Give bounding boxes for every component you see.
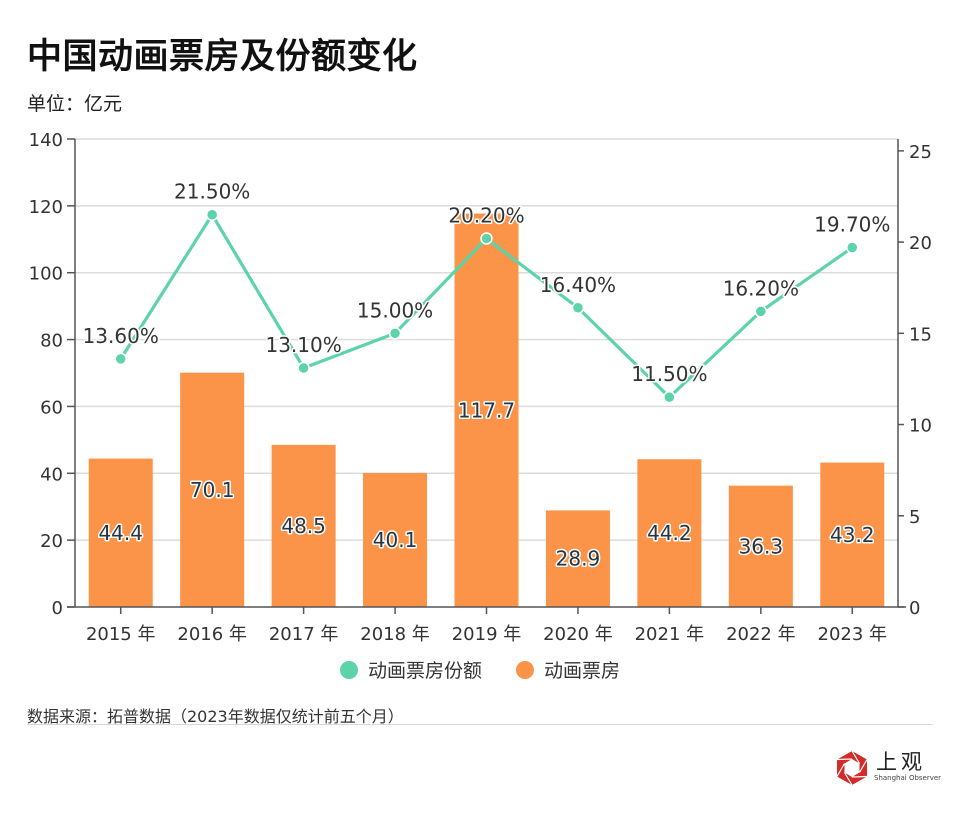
bar-2017 [271,444,336,607]
left-tick-label: 80 [40,331,63,352]
boxoffice-label: 40.1 [373,528,418,552]
boxoffice-label: 117.7 [458,398,515,422]
publisher-logo: 上观 Shanghai Observer [834,748,941,788]
x-tick-label: 2016 年 [177,624,247,645]
legend-item-boxoffice[interactable]: 动画票房 [516,656,620,683]
bar-2023 [820,462,885,607]
share-point [571,301,585,315]
data-labels: 13.60% 21.50% 13.10% 15.00% 20.20% 16.40% 11.5… [81,178,892,572]
right-tick-label: 10 [909,416,932,437]
share-point [663,390,676,404]
share-point [388,327,402,340]
boxoffice-label: 48.5 [281,514,326,538]
right-tick-label: 15 [909,324,932,345]
share-label: 16.20% [723,276,799,300]
x-tick-label: 2015 年 [86,624,156,645]
share-label: 15.00% [357,298,433,322]
left-tick-label: 100 [29,264,63,285]
share-point [846,241,859,254]
chart-title: 中国动画票房及份额变化 [27,37,418,77]
boxoffice-label: 44.4 [98,521,143,545]
left-tick-label: 60 [40,397,63,418]
share-label: 11.50% [631,362,707,386]
legend-label-share: 动画票房份额 [367,660,482,682]
right-tick-label: 0 [909,598,920,619]
share-point [205,208,219,221]
share-label: 16.40% [540,273,616,297]
x-tick-label: 2022 年 [726,624,796,645]
legend-marker-share-icon [339,660,358,679]
bar-2020 [545,510,610,607]
bar-2018 [363,472,428,607]
share-point [480,232,493,245]
legend-label-boxoffice: 动画票房 [544,660,621,682]
share-label: 21.50% [174,180,250,204]
x-tick-label: 2018 年 [360,624,430,645]
logo-text-en: Shanghai Observer [874,774,942,782]
bar-2019 [454,213,519,607]
bar-2015 [88,458,153,607]
share-label: 20.20% [448,203,524,227]
share-point [297,361,310,375]
footer-divider [27,724,933,725]
right-tick-label: 25 [909,142,932,163]
x-tick-label: 2017 年 [269,624,339,645]
hexagon-logo-icon [836,750,868,786]
logo-text-cn: 上观 [876,750,926,774]
bar-2016 [180,372,245,607]
x-tick-label: 2023 年 [818,624,888,645]
line-series [114,208,859,404]
boxoffice-label: 70.1 [190,478,235,502]
x-tick-label: 2020 年 [543,624,613,645]
legend-item-share[interactable]: 动画票房份额 [339,656,482,683]
legend-marker-boxoffice-icon [516,660,535,679]
share-label: 19.70% [814,213,890,237]
boxoffice-label: 36.3 [739,534,784,558]
data-source-note: 数据来源：拓普数据（2023年数据仅统计前五个月） [27,707,404,726]
axes: 0 20 40 60 80 100 120 140 0 5 10 15 20 25 2015 年 2016 年… [29,130,932,645]
share-label: 13.60% [83,324,159,348]
left-tick-label: 0 [52,598,63,619]
share-label: 13.10% [265,333,341,357]
right-tick-label: 5 [909,507,920,528]
bar-2022 [728,485,793,607]
boxoffice-label: 44.2 [647,521,692,545]
left-tick-label: 20 [40,531,63,552]
right-tick-label: 20 [909,233,932,254]
unit-label: 单位：亿元 [27,93,123,115]
share-point [754,305,768,318]
boxoffice-label: 28.9 [556,547,601,571]
bar-series [88,213,885,607]
combo-chart: 0 20 40 60 80 100 120 140 0 5 10 15 20 25 2015 年 2016 年… [29,130,932,645]
boxoffice-label: 43.2 [830,523,875,547]
left-tick-label: 140 [29,130,63,151]
x-tick-label: 2019 年 [452,624,522,645]
legend: 动画票房份额 动画票房 [0,656,960,684]
left-tick-label: 120 [29,197,63,218]
share-point [114,352,127,366]
bar-2021 [637,459,702,607]
left-tick-label: 40 [40,464,63,485]
x-tick-label: 2021 年 [635,624,705,645]
